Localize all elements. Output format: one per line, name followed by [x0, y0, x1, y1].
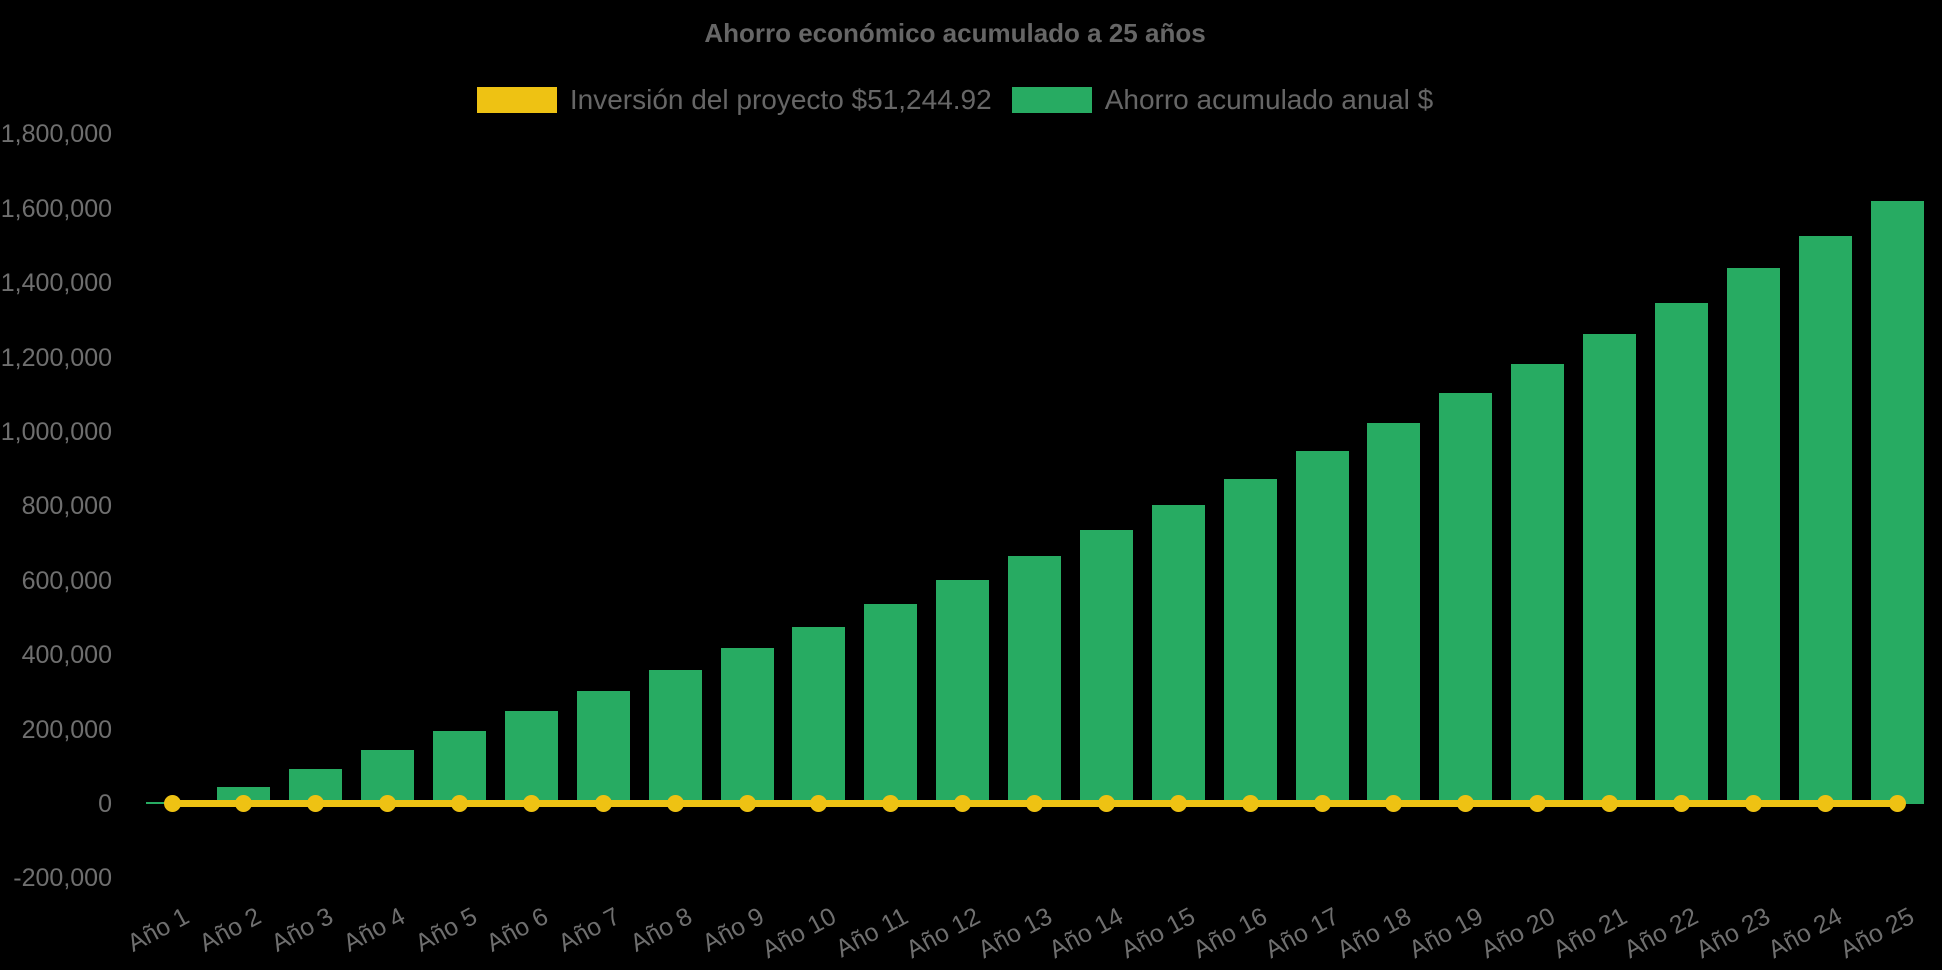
investment-line-point[interactable] — [1816, 794, 1834, 812]
investment-line-point[interactable] — [1529, 794, 1547, 812]
savings-bar[interactable] — [1654, 302, 1708, 804]
savings-bar[interactable] — [936, 580, 990, 804]
investment-line-point[interactable] — [1097, 794, 1115, 812]
investment-line-point[interactable] — [954, 794, 972, 812]
legend-label-savings: Ahorro acumulado anual $ — [1104, 84, 1434, 115]
savings-bar[interactable] — [864, 603, 918, 804]
investment-line-point[interactable] — [594, 794, 612, 812]
y-axis-tick-label: 1,800,000 — [0, 120, 112, 149]
y-axis-tick-label: 1,000,000 — [0, 418, 112, 446]
investment-line-point[interactable] — [1457, 794, 1475, 812]
investment-line-point[interactable] — [1601, 794, 1618, 812]
savings-bar[interactable] — [1583, 333, 1636, 804]
savings-bar[interactable] — [433, 730, 486, 804]
investment-line-point[interactable] — [1026, 794, 1043, 812]
chart-legend: Inversión del proyecto $51,244.92 Ahorro… — [0, 84, 1910, 116]
savings-bar[interactable] — [1223, 478, 1277, 804]
savings-bar[interactable] — [1511, 363, 1565, 804]
investment-line-point[interactable] — [1744, 794, 1762, 812]
savings-bar[interactable] — [1367, 423, 1421, 804]
y-axis-tick-label: 600,000 — [21, 566, 112, 595]
y-axis-tick-label: 1,200,000 — [0, 343, 112, 372]
savings-bar[interactable] — [720, 647, 774, 804]
investment-line-point[interactable] — [522, 794, 540, 812]
savings-bar[interactable] — [1798, 235, 1852, 804]
investment-line-point[interactable] — [451, 794, 468, 812]
investment-line-point[interactable] — [1385, 794, 1403, 812]
savings-bar[interactable] — [1870, 200, 1924, 804]
y-axis-tick-label: -200,000 — [13, 864, 112, 893]
savings-bar[interactable] — [576, 690, 630, 804]
investment-line-point[interactable] — [307, 794, 325, 812]
legend-label-investment: Inversión del proyecto $51,244.92 — [569, 84, 992, 115]
legend-item-savings[interactable]: Ahorro acumulado anual $ — [1011, 84, 1434, 116]
savings-bar[interactable] — [1079, 530, 1133, 804]
investment-line-point[interactable] — [235, 794, 253, 812]
investment-swatch-icon — [476, 87, 557, 113]
y-axis-tick-label: 800,000 — [21, 492, 112, 521]
investment-line-point[interactable] — [1888, 794, 1906, 812]
y-axis-tick-label: 1,600,000 — [0, 194, 112, 223]
investment-line-point[interactable] — [1169, 794, 1187, 812]
savings-bar[interactable] — [504, 711, 558, 804]
savings-bar[interactable] — [1726, 268, 1780, 804]
investment-line-point[interactable] — [1672, 794, 1690, 812]
y-axis-tick-label: 200,000 — [21, 715, 112, 744]
y-axis-tick-label: 1,400,000 — [0, 269, 112, 298]
savings-bar[interactable] — [1295, 450, 1349, 804]
savings-bar[interactable] — [1151, 505, 1205, 804]
investment-line-point[interactable] — [163, 794, 181, 812]
investment-line-point[interactable] — [1313, 794, 1331, 812]
savings-bar[interactable] — [792, 626, 846, 804]
chart-title: Ahorro económico acumulado a 25 años — [704, 18, 1206, 48]
savings-swatch-icon — [1011, 87, 1092, 113]
savings-bar[interactable] — [1439, 393, 1493, 804]
investment-line-point[interactable] — [666, 794, 684, 812]
investment-line-point[interactable] — [379, 794, 397, 812]
investment-line-point[interactable] — [738, 794, 756, 812]
y-axis-tick-label: 0 — [98, 790, 112, 818]
investment-line-point[interactable] — [1241, 794, 1259, 812]
savings-bar[interactable] — [1008, 555, 1061, 804]
investment-line-point[interactable] — [810, 794, 828, 812]
y-axis-tick-label: 400,000 — [21, 641, 112, 670]
investment-line-point[interactable] — [882, 794, 900, 812]
savings-bar[interactable] — [648, 670, 702, 804]
legend-item-investment[interactable]: Inversión del proyecto $51,244.92 — [476, 84, 992, 116]
